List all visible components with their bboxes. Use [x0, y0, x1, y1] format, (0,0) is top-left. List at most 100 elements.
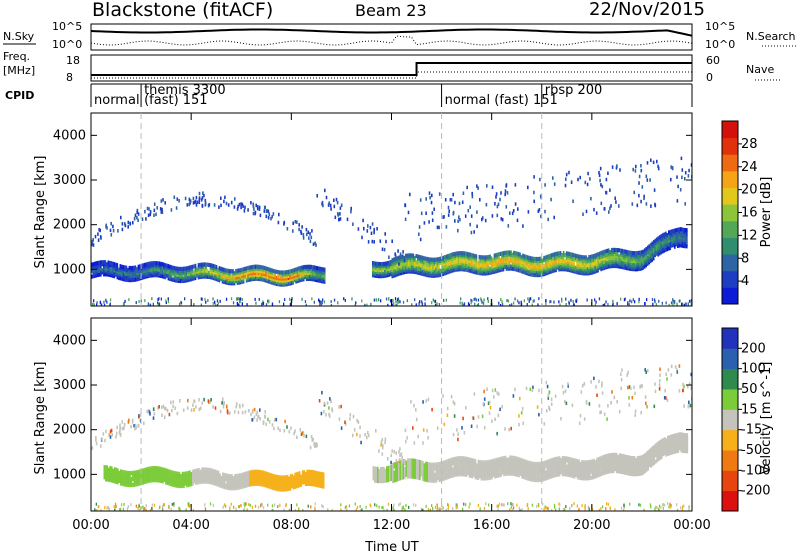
power-cell: [668, 234, 670, 239]
power-cell: [435, 267, 437, 272]
power-cell: [498, 252, 500, 257]
power-cell: [423, 221, 426, 225]
velocity-cell: [198, 468, 200, 473]
power-cell: [436, 302, 438, 306]
power-cell: [420, 267, 422, 272]
velocity-cell: [298, 471, 301, 476]
velocity-cell: [303, 470, 305, 475]
power-cell: [600, 267, 602, 272]
velocity-cell: [437, 462, 439, 467]
velocity-cell: [375, 476, 378, 481]
power-cell: [147, 213, 150, 217]
power-cell: [263, 265, 266, 271]
power-cell: [248, 265, 251, 270]
velocity-cell: [190, 480, 193, 485]
power-cell: [670, 301, 673, 305]
power-cell: [100, 260, 102, 265]
power-cell: [612, 299, 614, 303]
power-cell: [173, 266, 176, 271]
power-cell: [454, 200, 456, 205]
power-cell: [242, 267, 245, 272]
power-cell: [460, 251, 463, 256]
power-ylabel: Slant Range [km]: [33, 156, 48, 269]
power-cell: [668, 246, 670, 251]
velocity-cell: [112, 468, 115, 473]
nave-series-line: [91, 71, 692, 79]
velocity-cell: [106, 465, 109, 470]
power-cell: [195, 203, 198, 207]
velocity-cell: [232, 476, 235, 481]
power-cell: [636, 203, 639, 208]
power-cell: [442, 255, 445, 260]
power-cell: [224, 280, 227, 285]
power-cell: [607, 248, 610, 253]
power-cell: [684, 202, 686, 206]
power-cell: [330, 304, 333, 306]
power-cell: [479, 198, 481, 202]
power-cell: [498, 256, 500, 261]
power-cell: [127, 225, 129, 229]
power-cell: [393, 257, 395, 262]
power-cell: [424, 297, 426, 301]
power-cell: [598, 170, 600, 175]
power-cell: [585, 255, 587, 260]
power-cell: [322, 203, 324, 208]
power-cell: [148, 261, 150, 266]
power-cell: [238, 303, 240, 306]
power-cell: [385, 261, 388, 266]
power-cell: [137, 218, 139, 222]
power-cell: [142, 263, 144, 268]
power-cell: [475, 270, 478, 275]
velocity-cell: [192, 469, 194, 474]
power-cell: [364, 303, 366, 306]
power-cell: [327, 203, 330, 207]
power-cell: [151, 297, 153, 301]
power-cell: [458, 201, 461, 206]
power-cell: [134, 277, 137, 282]
power-cell: [99, 300, 101, 304]
power-cell: [149, 210, 152, 214]
power-cell: [431, 301, 433, 305]
power-cell: [565, 297, 567, 301]
power-cell: [106, 300, 108, 304]
velocity-cell: [289, 474, 292, 479]
power-cell: [601, 260, 604, 265]
power-cell: [199, 262, 201, 267]
power-cell: [483, 298, 485, 302]
power-cell: [594, 303, 596, 306]
power-cell: [453, 252, 455, 257]
power-cell: [477, 298, 480, 302]
power-cell: [448, 253, 451, 258]
velocity-cell: [426, 461, 429, 467]
power-cell: [654, 238, 656, 243]
power-cell: [493, 253, 496, 258]
power-cell: [619, 168, 621, 172]
power-cell: [420, 211, 423, 216]
velocity-cell: [226, 473, 229, 478]
power-cell: [389, 299, 392, 303]
power-cell: [224, 274, 227, 279]
velocity-cell: [244, 471, 247, 476]
velocity-cell: [228, 473, 230, 479]
power-cell: [545, 302, 547, 306]
power-cell: [379, 239, 382, 243]
power-cell: [619, 248, 622, 253]
velocity-cell: [298, 477, 301, 482]
power-cell: [397, 301, 399, 305]
velocity-cell: [404, 458, 406, 464]
velocity-cell: [138, 469, 140, 474]
power-cell: [212, 263, 215, 269]
power-cell: [268, 267, 270, 272]
power-cell: [211, 263, 213, 268]
power-cell: [648, 248, 650, 253]
power-cell: [339, 212, 341, 216]
power-cell: [333, 298, 336, 302]
velocity-cell: [300, 474, 302, 479]
velocity-cell: [372, 470, 375, 475]
power-cell: [265, 214, 268, 219]
velocity-cell: [190, 476, 193, 481]
power-cell: [275, 269, 278, 274]
power-cell: [665, 301, 667, 305]
power-cell: [223, 199, 225, 204]
power-cell: [494, 202, 496, 206]
